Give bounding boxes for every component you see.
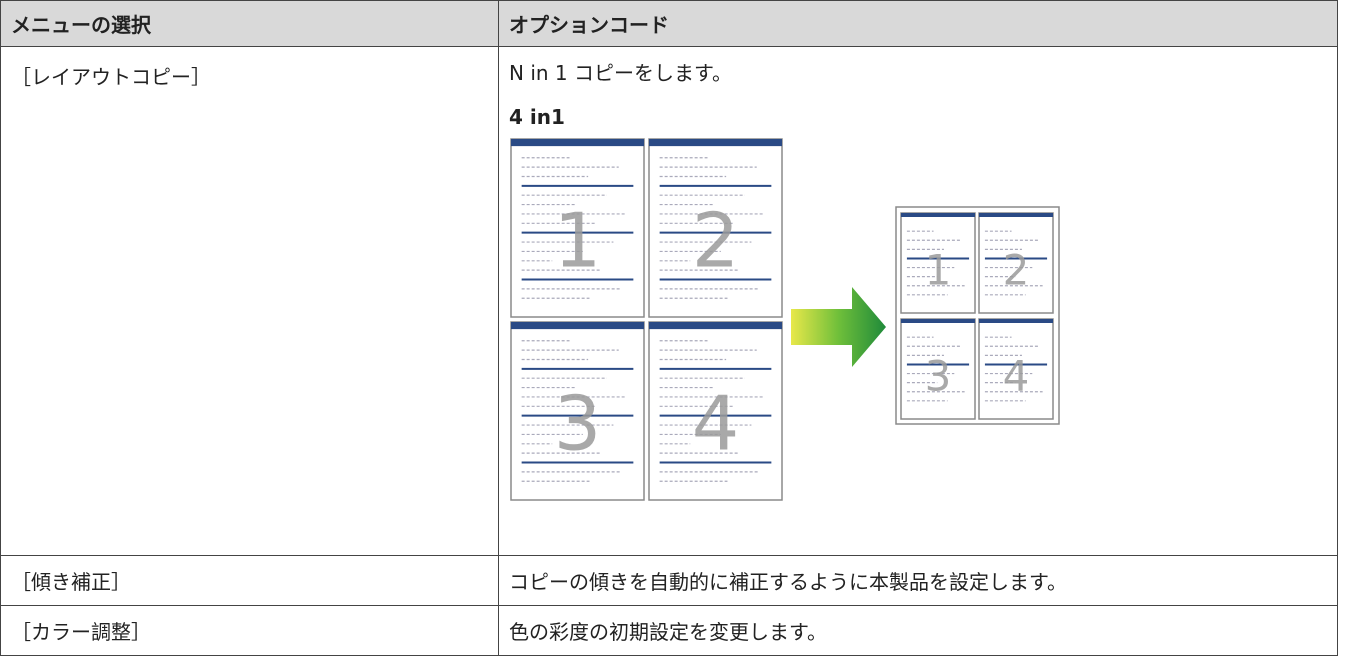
page-number: 4 <box>1003 352 1030 401</box>
description: N in 1 コピーをします。 <box>509 61 732 85</box>
page-number: 1 <box>925 246 952 295</box>
description-cell: コピーの傾きを自動的に補正するように本製品を設定します。 <box>498 555 1338 606</box>
page-number: 1 <box>554 197 602 284</box>
page-number: 4 <box>692 380 740 467</box>
header-row: メニューの選択 オプションコード <box>0 0 1338 47</box>
page-header <box>649 322 782 330</box>
page <box>900 318 976 420</box>
page-header <box>649 139 782 147</box>
page-header <box>511 322 644 330</box>
page <box>510 138 645 318</box>
table-row: ［レイアウトコピー］ N in 1 コピーをします。 4 in1 1 2 3 4 1 2 3… <box>0 46 1338 556</box>
arrow <box>791 287 886 367</box>
menu-cell: ［カラー調整］ <box>0 605 499 656</box>
header-cell: メニューの選択 <box>0 0 499 47</box>
page-header <box>901 213 975 217</box>
menu-cell: ［傾き補正］ <box>0 555 499 606</box>
page <box>978 212 1054 314</box>
page <box>900 212 976 314</box>
illustration: 1 2 3 4 1 2 3 4 <box>510 138 1060 501</box>
page <box>648 321 783 501</box>
page-number: 2 <box>692 197 740 284</box>
page-header <box>901 319 975 323</box>
page-number: 2 <box>1003 246 1030 295</box>
subheading: 4 in1 <box>509 105 565 129</box>
page-number: 3 <box>554 380 602 467</box>
table-row: ［カラー調整］ 色の彩度の初期設定を変更します。 <box>0 605 1338 656</box>
page-header <box>979 319 1053 323</box>
header-cell: オプションコード <box>498 0 1338 47</box>
table-row: ［傾き補正］ コピーの傾きを自動的に補正するように本製品を設定します。 <box>0 555 1338 606</box>
description-cell: 色の彩度の初期設定を変更します。 <box>498 605 1338 656</box>
menu-cell: ［レイアウトコピー］ <box>0 46 499 556</box>
description-cell: N in 1 コピーをします。 4 in1 1 2 3 4 1 2 3 4 <box>498 46 1338 556</box>
page-number: 3 <box>925 352 952 401</box>
page-header <box>979 213 1053 217</box>
page <box>648 138 783 318</box>
page-header <box>511 139 644 147</box>
